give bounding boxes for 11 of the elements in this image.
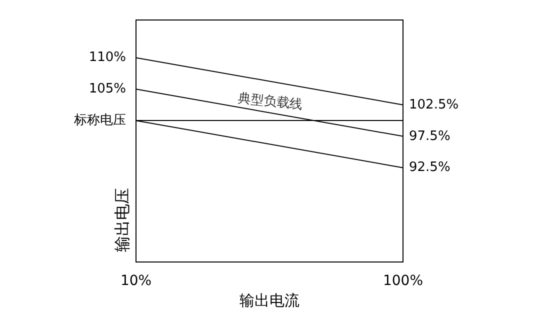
y2-tick-label: 102.5% bbox=[409, 97, 459, 112]
y2-tick-label: 92.5% bbox=[409, 160, 450, 176]
y2-tick-label: 97.5% bbox=[409, 128, 450, 144]
annotation: 典型负载线 bbox=[237, 91, 304, 113]
x-tick-label: 100% bbox=[382, 273, 424, 289]
y-axis-title: 输出电压 bbox=[112, 188, 132, 252]
y-tick-label: 标称电压 bbox=[73, 113, 126, 128]
x-axis-title: 输出电流 bbox=[240, 291, 300, 310]
y-tick-label: 110% bbox=[88, 50, 126, 66]
y-tick-label: 105% bbox=[88, 82, 126, 97]
x-tick-label: 10% bbox=[120, 273, 152, 289]
